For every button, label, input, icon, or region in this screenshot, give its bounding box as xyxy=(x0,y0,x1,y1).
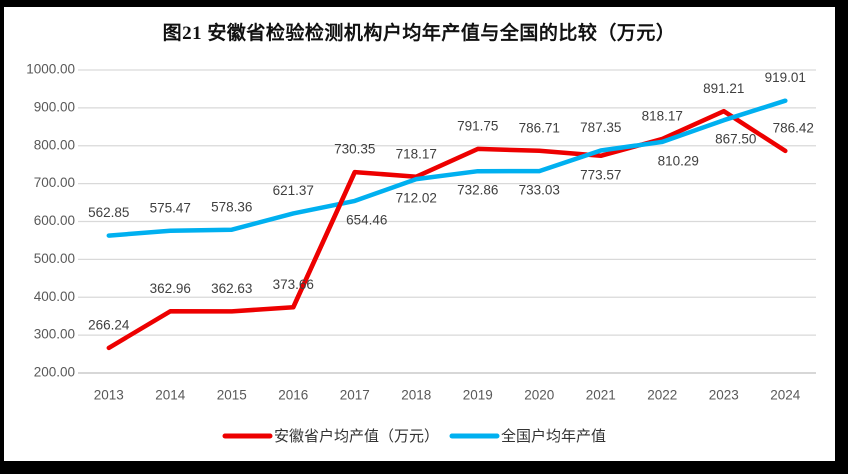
y-tick-label: 1000.00 xyxy=(26,62,75,77)
x-tick-label: 2014 xyxy=(155,388,186,403)
frame-border-right xyxy=(835,0,848,474)
data-label: 810.29 xyxy=(658,153,699,168)
legend-label-anhui: 安徽省户均产值（万元） xyxy=(274,428,439,445)
y-tick-label: 800.00 xyxy=(34,137,75,152)
x-tick-label: 2020 xyxy=(524,388,554,403)
x-tick-label: 2018 xyxy=(401,388,431,403)
data-label: 730.35 xyxy=(334,142,375,157)
x-tick-label: 2016 xyxy=(278,388,308,403)
data-label: 562.85 xyxy=(88,205,129,220)
y-tick-label: 600.00 xyxy=(34,213,75,228)
data-label: 786.42 xyxy=(773,120,814,135)
y-tick-label: 200.00 xyxy=(34,365,75,380)
data-label: 712.02 xyxy=(396,191,437,206)
x-tick-label: 2013 xyxy=(94,388,124,403)
data-label: 362.96 xyxy=(150,281,191,296)
data-label: 733.03 xyxy=(519,183,560,198)
data-label: 732.86 xyxy=(457,183,498,198)
anhui-series-line xyxy=(106,108,788,351)
chart-title: 图21 安徽省检验检测机构户均年产值与全国的比较（万元） xyxy=(162,23,676,44)
data-label: 919.01 xyxy=(765,70,806,85)
x-tick-label: 2019 xyxy=(463,388,493,403)
y-tick-label: 700.00 xyxy=(34,175,75,190)
x-tick-label: 2021 xyxy=(586,388,616,403)
y-tick-label: 300.00 xyxy=(34,327,75,342)
x-tick-label: 2015 xyxy=(217,388,247,403)
x-tick-label: 2023 xyxy=(709,388,739,403)
data-label: 891.21 xyxy=(703,81,744,96)
data-label: 373.66 xyxy=(273,277,314,292)
y-tick-label: 900.00 xyxy=(34,99,75,114)
data-label: 718.17 xyxy=(396,146,437,161)
national-series-line xyxy=(106,98,788,238)
data-label: 266.24 xyxy=(88,317,130,332)
data-label: 654.46 xyxy=(346,212,387,227)
data-label: 362.63 xyxy=(211,281,252,296)
data-label: 818.17 xyxy=(642,108,683,123)
data-label: 575.47 xyxy=(150,200,191,215)
data-label: 578.36 xyxy=(211,199,252,214)
x-tick-label: 2017 xyxy=(340,388,370,403)
data-label: 791.75 xyxy=(457,118,498,133)
data-label: 621.37 xyxy=(273,183,314,198)
anhui-series-line-segment xyxy=(291,169,358,310)
frame-border-bottom xyxy=(0,461,848,474)
frame-border-left xyxy=(0,0,4,474)
data-label: 787.35 xyxy=(580,120,621,135)
x-tick-label: 2022 xyxy=(647,388,677,403)
y-tick-label: 400.00 xyxy=(34,289,75,304)
data-label: 867.50 xyxy=(715,132,756,147)
data-label: 773.57 xyxy=(580,167,621,182)
x-tick-label: 2024 xyxy=(770,388,801,403)
data-label: 786.71 xyxy=(519,120,560,135)
y-tick-label: 500.00 xyxy=(34,251,75,266)
frame-border-top xyxy=(0,0,848,7)
legend-label-national: 全国户均年产值 xyxy=(501,427,606,445)
